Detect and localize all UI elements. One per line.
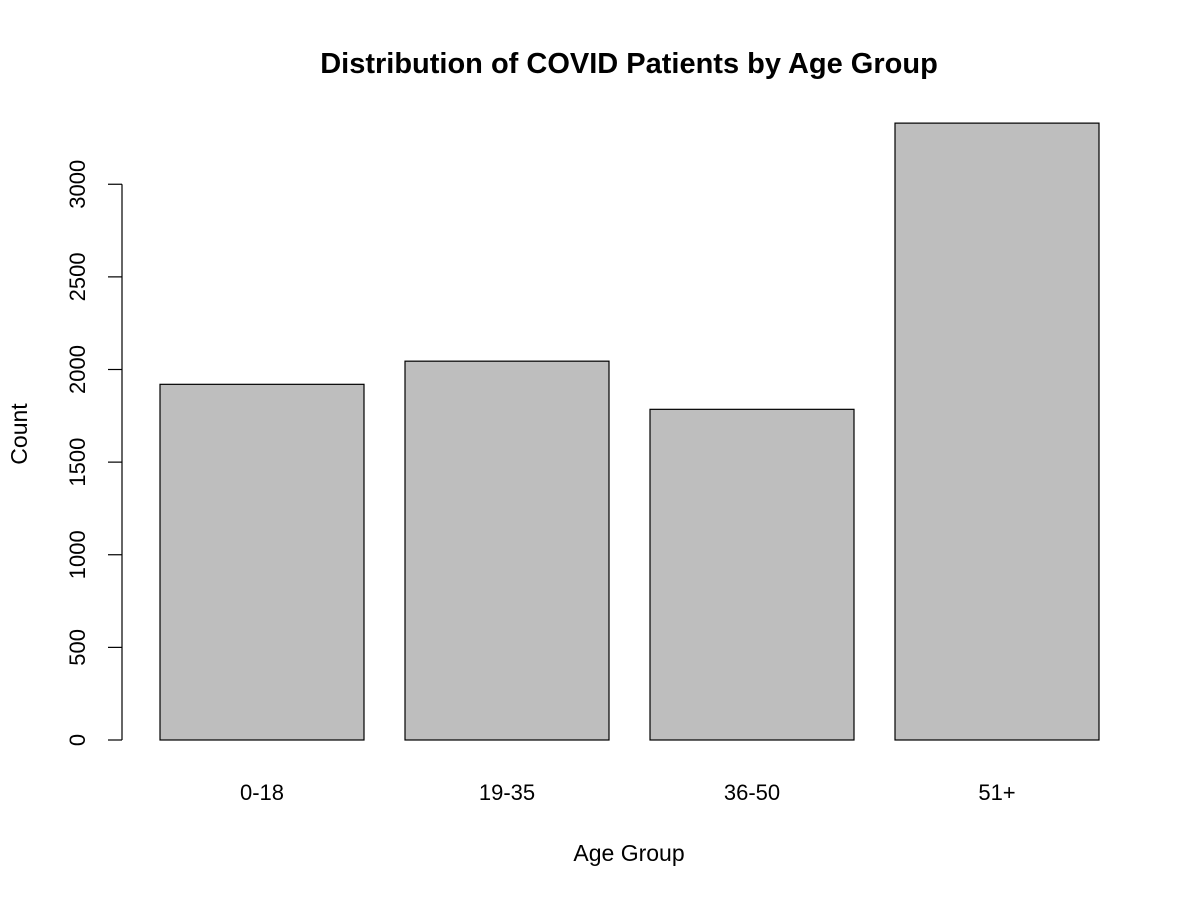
y-tick-label: 1000 xyxy=(65,530,90,579)
y-axis-label: Count xyxy=(6,403,32,465)
y-axis: 0 500 1000 1500 2000 2500 3000 xyxy=(65,160,123,746)
bar-19-35 xyxy=(404,360,610,741)
y-tick-label: 500 xyxy=(65,629,90,666)
bar-0-18 xyxy=(159,383,365,741)
y-tick-label: 0 xyxy=(65,734,90,746)
y-tick-label: 1500 xyxy=(65,438,90,487)
x-tick-label: 51+ xyxy=(978,780,1015,805)
y-tick-label: 2000 xyxy=(65,345,90,394)
bars xyxy=(159,122,1100,741)
chart-title: Distribution of COVID Patients by Age Gr… xyxy=(320,48,938,80)
x-tick-labels: 0-18 19-35 36-50 51+ xyxy=(240,780,1016,805)
bar-51+ xyxy=(894,122,1100,741)
y-tick-label: 3000 xyxy=(65,160,90,209)
x-tick-label: 0-18 xyxy=(240,780,284,805)
bar-36-50 xyxy=(649,408,855,741)
x-axis-label: Age Group xyxy=(573,840,684,866)
x-tick-label: 36-50 xyxy=(724,780,780,805)
y-tick-label: 2500 xyxy=(65,252,90,301)
x-tick-label: 19-35 xyxy=(479,780,535,805)
